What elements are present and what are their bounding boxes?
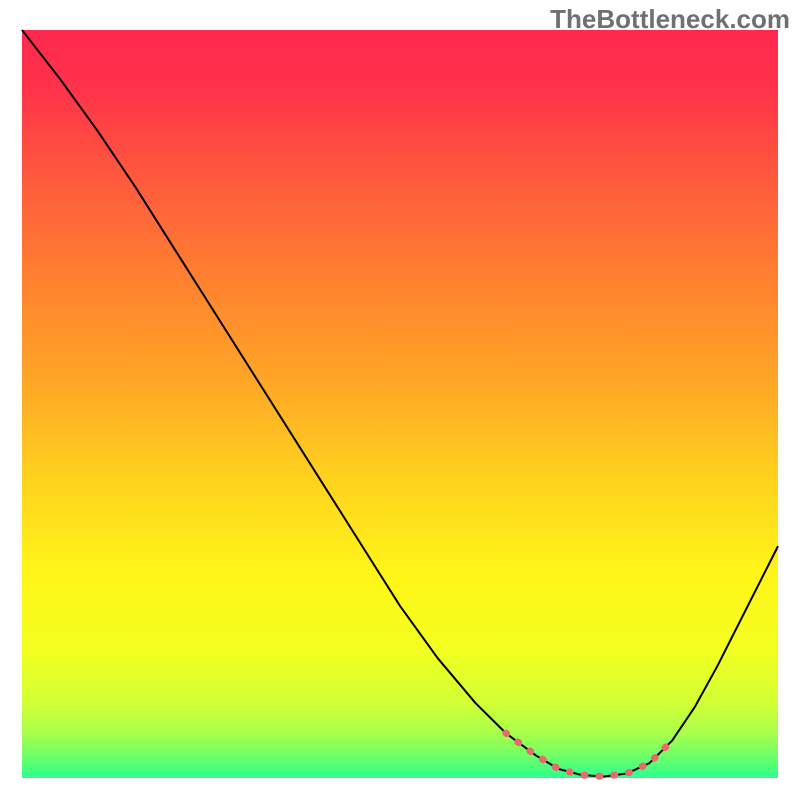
gradient-background (22, 30, 778, 778)
plot-svg (0, 0, 800, 800)
chart-container: TheBottleneck.com (0, 0, 800, 800)
watermark-text: TheBottleneck.com (550, 4, 790, 35)
